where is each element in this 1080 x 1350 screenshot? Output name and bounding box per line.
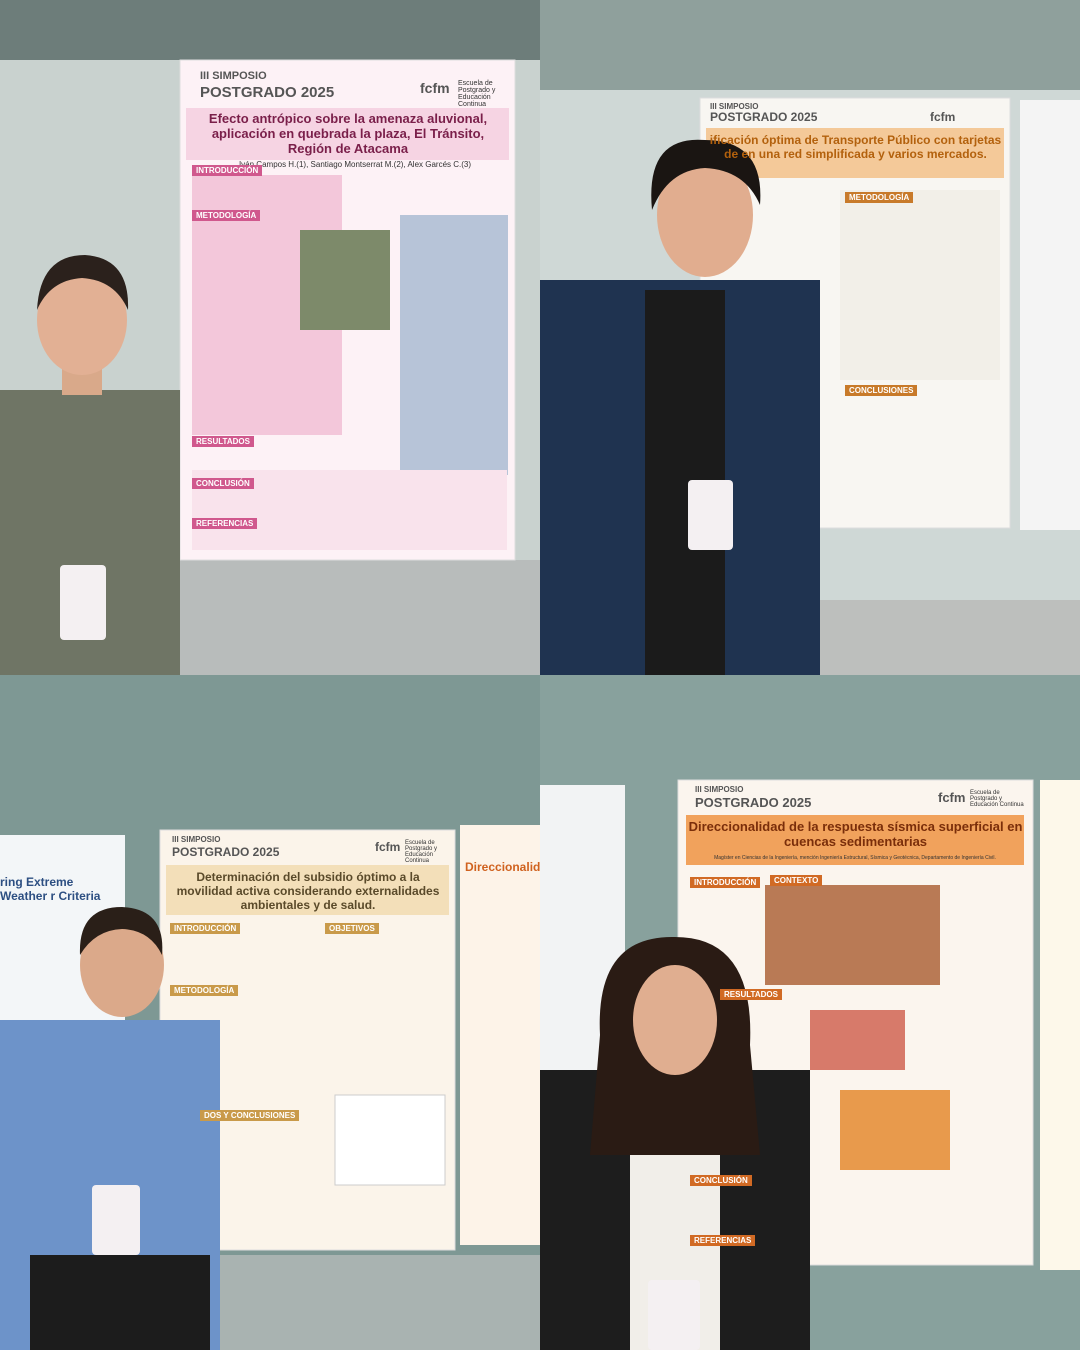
scene [0, 675, 540, 1350]
school-logo: fcfm [930, 110, 956, 124]
person-trousers [30, 1255, 210, 1350]
bar-figure [334, 1094, 446, 1186]
poster-title: ificación óptima de Transporte Público c… [709, 133, 1002, 161]
person-hair [651, 139, 761, 210]
section-heading: RESULTADOS [720, 989, 782, 1000]
section-heading: CONCLUSIONES [845, 385, 918, 396]
heatmap-figure [840, 1090, 950, 1170]
person-face [633, 965, 717, 1075]
map-figure [765, 885, 940, 985]
heatmap-figure [810, 1010, 905, 1070]
school-name: Escuela de Postgrado y Educación Continu… [458, 80, 496, 108]
event-small: III SIMPOSIO [710, 102, 759, 111]
badge [688, 480, 733, 550]
school-logo: fcfm [375, 840, 401, 854]
section-heading: RESULTADOS [192, 436, 254, 447]
person-hair [37, 255, 129, 310]
person-hair [79, 907, 163, 955]
section-heading: REFERENCIAS [192, 518, 258, 529]
event-small: III SIMPOSIO [695, 785, 744, 794]
adjacent-poster [1020, 100, 1080, 530]
event-small: III SIMPOSIO [172, 835, 221, 844]
badge [648, 1280, 700, 1350]
panel: III SIMPOSIO POSTGRADO 2025 fcfm Escuela… [540, 675, 1080, 1350]
school-logo: fcfm [420, 80, 450, 96]
event-name: POSTGRADO 2025 [695, 795, 812, 810]
section-heading: INTRODUCCIÓN [192, 165, 263, 176]
title-band [686, 815, 1024, 865]
ceiling [0, 0, 540, 60]
title-band [166, 865, 449, 915]
section-heading: CONTEXTO [770, 875, 823, 886]
section-heading: METODOLOGÍA [170, 985, 239, 996]
adjacent-poster [460, 825, 540, 1245]
scene [540, 675, 1080, 1350]
person-face [80, 913, 164, 1017]
adjacent-poster-title: ring Extreme Weather r Criteria [0, 875, 101, 903]
method-block [840, 190, 1000, 380]
person-face [37, 265, 127, 375]
poster-title: Efecto antrópico sobre la amenaza aluvio… [208, 111, 488, 156]
adjacent-poster-title: Direccionalid [465, 860, 540, 874]
school-name: Escuela de Postgrado y Educación Continu… [970, 790, 1024, 808]
title-band [186, 108, 509, 160]
photo-figure [300, 230, 390, 330]
poster-title: Determinación del subsidio óptimo a la m… [176, 870, 440, 912]
poster-title: Direccionalidad de la respuesta sísmica … [688, 819, 1023, 849]
ceiling [540, 0, 1080, 90]
adjacent-poster [1040, 780, 1080, 1270]
badge [60, 565, 106, 640]
event-name: POSTGRADO 2025 [172, 845, 280, 859]
scene [0, 0, 540, 675]
section-heading: METODOLOGÍA [192, 210, 261, 221]
panel: ring Extreme Weather r Criteria III SIMP… [0, 675, 540, 1350]
school-name: Escuela de Postgrado y Educación Continu… [405, 840, 438, 864]
section-heading: DOS Y CONCLUSIONES [200, 1110, 300, 1121]
section-heading: OBJETIVOS [325, 923, 379, 934]
section-heading: REFERENCIAS [690, 1235, 756, 1246]
badge [92, 1185, 140, 1255]
event-small: III SIMPOSIO [200, 70, 267, 82]
section-heading: CONCLUSIÓN [690, 1175, 752, 1186]
person-face [657, 153, 753, 277]
event-name: POSTGRADO 2025 [710, 110, 818, 124]
panel: III SIMPOSIO POSTGRADO 2025 fcfm ificaci… [540, 0, 1080, 675]
section-heading: METODOLOGÍA [845, 192, 914, 203]
panel: III SIMPOSIO POSTGRADO 2025 fcfm Escuela… [0, 0, 540, 675]
school-logo: fcfm [938, 790, 966, 805]
map-figure [400, 215, 508, 475]
event-name: POSTGRADO 2025 [200, 84, 335, 101]
section-heading: INTRODUCCIÓN [690, 877, 761, 888]
scene [540, 0, 1080, 675]
section-heading: CONCLUSIÓN [192, 478, 254, 489]
poster-affiliation: Magíster en Ciencias de la Ingeniería, m… [714, 855, 996, 861]
section-heading: INTRODUCCIÓN [170, 923, 241, 934]
poster-authors: Iván Campos H.(1), Santiago Montserrat M… [238, 160, 472, 169]
